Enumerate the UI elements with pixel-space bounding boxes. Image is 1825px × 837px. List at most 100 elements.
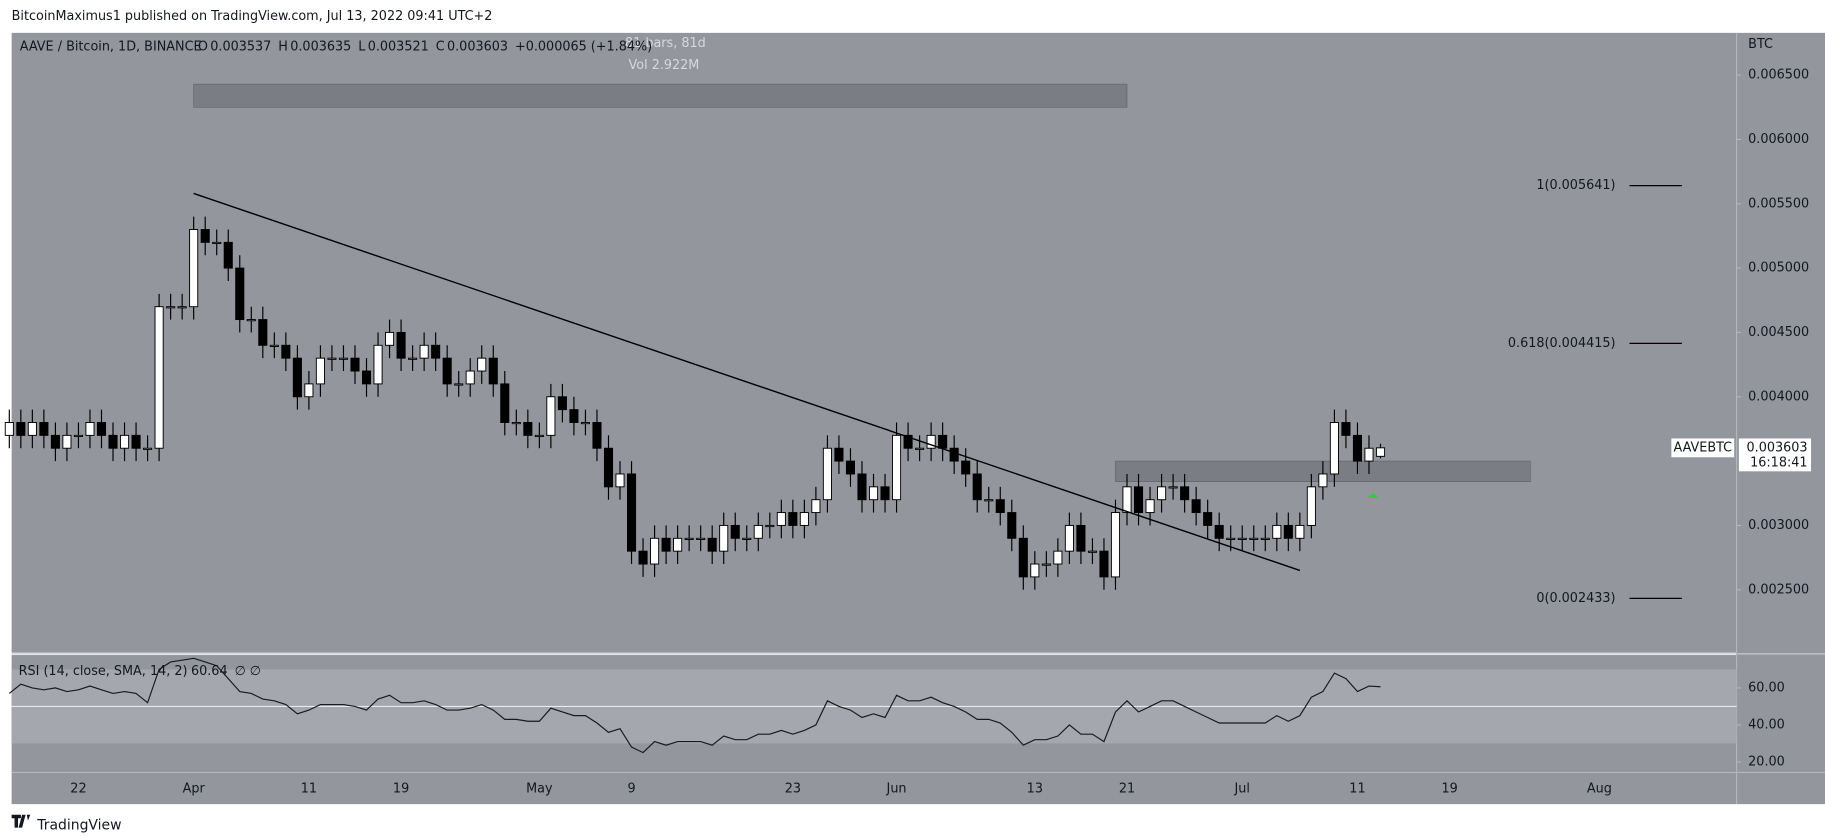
candle-body <box>62 434 72 449</box>
candle-body <box>189 229 199 308</box>
legend-change: +0.000065 (+1.84%) <box>515 39 652 54</box>
candle-body <box>1226 537 1236 540</box>
candle-body <box>673 537 683 552</box>
candle-body <box>1007 512 1017 539</box>
rsi-extra: ∅ ∅ <box>235 664 261 679</box>
candle-body <box>431 344 441 359</box>
x-tick-label: 11 <box>301 781 317 796</box>
candle-body <box>246 319 256 322</box>
candle-body <box>281 344 291 359</box>
candle-body <box>938 434 948 449</box>
rsi-line <box>8 657 1381 754</box>
candle-body <box>143 447 153 450</box>
candle-body <box>557 396 567 411</box>
legend-value: 0.003521 <box>368 39 429 54</box>
candle-body <box>534 434 544 438</box>
candle-body <box>1191 499 1201 514</box>
candle-body <box>961 460 971 475</box>
candle-body <box>304 383 314 398</box>
countdown: 16:18:41 <box>1750 456 1807 471</box>
candle-body <box>1030 563 1040 578</box>
candle-body <box>661 537 671 552</box>
candle-body <box>1110 512 1121 578</box>
candle-body <box>707 537 717 552</box>
x-tick-label: 9 <box>627 781 635 796</box>
candle-body <box>258 319 268 346</box>
candle-body <box>765 524 775 528</box>
legend-value: 0.003537 <box>210 39 271 54</box>
legend-key: O <box>198 39 208 54</box>
candle-body <box>626 473 637 552</box>
candle-body <box>1295 524 1305 539</box>
rsi-y-tick-label: 40.00 <box>1748 717 1785 732</box>
x-tick-label: 21 <box>1119 781 1135 796</box>
candle-body <box>892 434 902 501</box>
price-label: 0.003603 <box>1747 440 1808 455</box>
candle-body <box>465 370 475 385</box>
candle-body <box>949 447 959 462</box>
candle-body <box>1018 537 1028 578</box>
candle-body <box>546 396 556 436</box>
candle-body <box>419 344 429 359</box>
candle-body <box>373 344 383 385</box>
candle-body <box>903 434 913 449</box>
candle-body <box>350 357 360 372</box>
candle-body <box>16 422 26 436</box>
candle-body <box>223 241 233 269</box>
zone <box>193 83 1128 108</box>
candle-body <box>1122 486 1132 514</box>
candle-body <box>868 486 879 501</box>
rsi-y-tick-label: 60.00 <box>1748 680 1785 695</box>
candle-body <box>1157 486 1167 501</box>
x-tick-label: 11 <box>1349 781 1365 796</box>
candle-body <box>1076 524 1086 552</box>
candle-body <box>235 267 245 321</box>
candle-body <box>1064 524 1074 552</box>
candle-body <box>477 357 487 372</box>
axis-unit: BTC <box>1748 37 1773 52</box>
candle-body <box>684 537 694 540</box>
symbol-label: AAVEBTC <box>1673 440 1732 455</box>
candle-body <box>500 383 510 423</box>
candle-body <box>442 357 452 385</box>
tv-logo <box>11 814 31 828</box>
candle-body <box>1145 499 1155 514</box>
candle-body <box>1203 512 1213 526</box>
candle-body <box>742 537 752 540</box>
candle-body <box>39 422 49 436</box>
candle-body <box>580 422 590 425</box>
price-axis-bg <box>1736 32 1825 805</box>
legend-value: 0.003635 <box>290 39 351 54</box>
candle-body <box>96 422 107 436</box>
candle-body <box>880 486 890 501</box>
candle-body <box>73 434 83 438</box>
bars-info: 81 bars, 81d <box>625 36 706 51</box>
x-tick-label: Apr <box>183 781 206 796</box>
rsi-y-tick-label: 20.00 <box>1748 754 1785 769</box>
candle-body <box>719 524 729 552</box>
x-tick-label: Aug <box>1587 781 1612 796</box>
volume: Vol 2.922M <box>629 58 700 73</box>
fib-label: 0(0.002433) <box>1536 591 1615 606</box>
candle-body <box>292 357 302 398</box>
candle-body <box>315 357 325 385</box>
candle-body <box>1352 434 1362 462</box>
price-pane <box>11 32 1737 653</box>
rsi-last: 60.64 <box>191 664 228 679</box>
candle-body <box>1168 486 1178 489</box>
fib-label: 0.618(0.004415) <box>1508 336 1616 351</box>
y-tick-label: 0.004000 <box>1748 389 1809 404</box>
y-tick-label: 0.002500 <box>1748 582 1809 597</box>
candle-body <box>177 306 187 309</box>
candle-body <box>1306 486 1316 526</box>
time-axis-bg <box>11 772 1737 805</box>
candle-body <box>212 241 222 245</box>
x-tick-label: 19 <box>1442 781 1458 796</box>
candle-body <box>1087 550 1097 553</box>
candle-body <box>1214 524 1224 539</box>
y-tick-label: 0.003000 <box>1748 518 1809 533</box>
candle-body <box>1318 473 1328 488</box>
candle-body <box>327 357 337 360</box>
candle-body <box>1180 486 1190 501</box>
candle-body <box>408 357 418 360</box>
